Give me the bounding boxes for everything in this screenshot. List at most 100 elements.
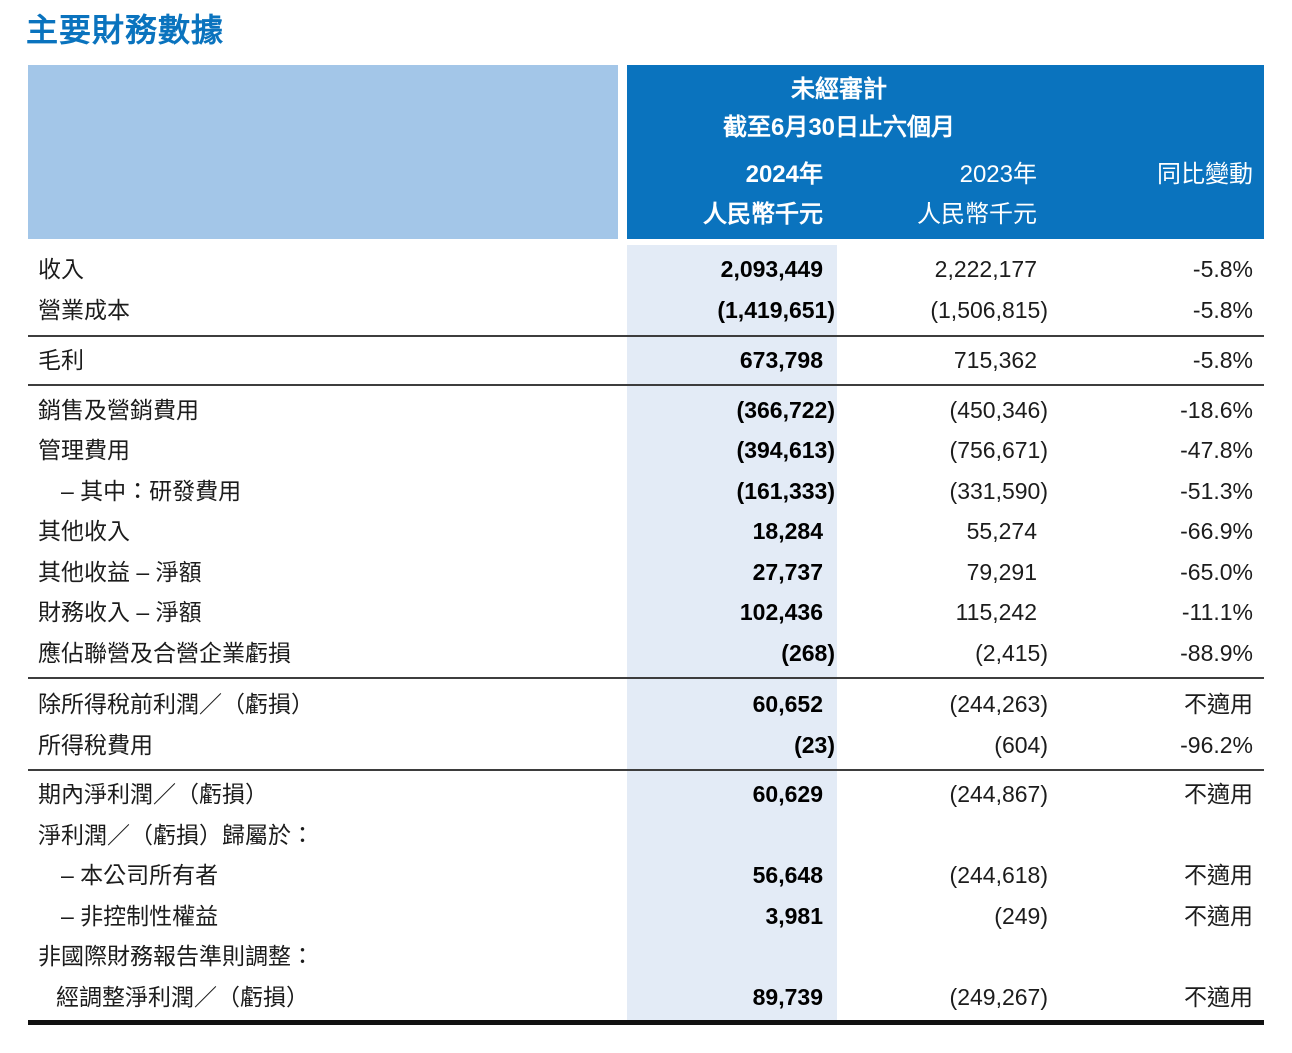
value-2023: (331,590) bbox=[949, 477, 1048, 504]
table-row: 毛利 673,798 715,362 -5.8% bbox=[28, 340, 1264, 381]
value-2023: 55,274 bbox=[966, 518, 1037, 545]
row-label: 淨利潤／（虧損）歸屬於： bbox=[38, 821, 314, 848]
value-change: 不適用 bbox=[1184, 781, 1253, 808]
row-label: 收入 bbox=[38, 256, 84, 283]
value-change: 不適用 bbox=[1184, 902, 1253, 929]
header-unit-2023: 人民幣千元 bbox=[917, 201, 1037, 228]
value-2024: 102,436 bbox=[739, 599, 823, 626]
header-unaudited-label: 未經審計 bbox=[791, 76, 887, 103]
value-2024: 18,284 bbox=[752, 518, 823, 545]
table-row: 管理費用 (394,613) (756,671) -47.8% bbox=[28, 430, 1264, 471]
value-2024: (1,419,651) bbox=[717, 296, 835, 323]
value-2024: 60,652 bbox=[752, 691, 823, 718]
value-2024: 2,093,449 bbox=[720, 256, 823, 283]
value-2023: (2,415) bbox=[975, 639, 1048, 666]
header-year-row: 2024年 2023年 同比變動 bbox=[627, 161, 1264, 189]
table-row: 銷售及營銷費用 (366,722) (450,346) -18.6% bbox=[28, 390, 1264, 431]
value-2024: (394,613) bbox=[736, 437, 835, 464]
row-label: 管理費用 bbox=[38, 437, 130, 464]
value-2023: 79,291 bbox=[966, 558, 1037, 585]
table-row: 財務收入 – 淨額 102,436 115,242 -11.1% bbox=[28, 592, 1264, 633]
header-year-2023: 2023年 bbox=[959, 161, 1037, 188]
value-change: -88.9% bbox=[1180, 639, 1253, 666]
header-year-2024: 2024年 bbox=[745, 161, 823, 188]
row-label: 期內淨利潤／（虧損） bbox=[38, 781, 268, 808]
table-row: 其他收入 18,284 55,274 -66.9% bbox=[28, 511, 1264, 552]
table-header-spacer-block bbox=[28, 65, 618, 239]
table-section-pretax: 除所得稅前利潤／（虧損） 60,652 (244,263) 不適用 所得稅費用 … bbox=[28, 679, 1264, 771]
value-2023: 715,362 bbox=[953, 347, 1037, 374]
row-label: 除所得稅前利潤／（虧損） bbox=[38, 691, 314, 718]
header-unit-2024: 人民幣千元 bbox=[703, 201, 823, 228]
value-change: 不適用 bbox=[1184, 983, 1253, 1010]
value-2023: 115,242 bbox=[955, 599, 1037, 626]
value-2023: (244,263) bbox=[949, 691, 1048, 718]
row-label: – 本公司所有者 bbox=[61, 862, 219, 889]
row-label: 經調整淨利潤／（虧損） bbox=[56, 983, 309, 1010]
table-row: 收入 2,093,449 2,222,177 -5.8% bbox=[28, 249, 1264, 290]
value-change: 不適用 bbox=[1184, 691, 1253, 718]
row-label: 非國際財務報告準則調整： bbox=[38, 943, 314, 970]
table-row: – 其中：研發費用 (161,333) (331,590) -51.3% bbox=[28, 471, 1264, 512]
value-change: -11.1% bbox=[1181, 599, 1253, 626]
row-label: – 非控制性權益 bbox=[61, 902, 219, 929]
value-2024: (268) bbox=[781, 639, 835, 666]
value-2023: (1,506,815) bbox=[930, 296, 1048, 323]
value-2024: (366,722) bbox=[736, 396, 835, 423]
row-label: 財務收入 – 淨額 bbox=[38, 599, 202, 626]
value-2024: (23) bbox=[794, 731, 835, 758]
value-2023: (244,618) bbox=[949, 862, 1048, 889]
header-unit-change bbox=[1049, 201, 1264, 229]
value-2023: (249,267) bbox=[949, 983, 1048, 1010]
financial-table-body: 收入 2,093,449 2,222,177 -5.8% 營業成本 (1,419… bbox=[28, 245, 1264, 1025]
table-section-revenue: 收入 2,093,449 2,222,177 -5.8% 營業成本 (1,419… bbox=[28, 245, 1264, 337]
header-change-label: 同比變動 bbox=[1157, 161, 1253, 188]
value-2024: 56,648 bbox=[752, 862, 823, 889]
value-2024: 89,739 bbox=[752, 983, 823, 1010]
value-2023: (450,346) bbox=[949, 396, 1048, 423]
value-2024: 27,737 bbox=[752, 558, 823, 585]
value-change: -18.6% bbox=[1180, 396, 1253, 423]
value-2024: 3,981 bbox=[765, 902, 823, 929]
value-2023: (604) bbox=[994, 731, 1048, 758]
value-2023: (756,671) bbox=[949, 437, 1048, 464]
table-header-block: 未經審計 截至6月30日止六個月 2024年 2023年 同比變動 人民幣千元 … bbox=[627, 65, 1264, 239]
value-2024: 673,798 bbox=[739, 347, 823, 374]
row-label: 所得稅費用 bbox=[38, 731, 153, 758]
value-change: -47.8% bbox=[1180, 437, 1253, 464]
table-row: 其他收益 – 淨額 27,737 79,291 -65.0% bbox=[28, 552, 1264, 593]
column-2024-highlight-band bbox=[627, 245, 837, 1023]
value-change: -65.0% bbox=[1180, 558, 1253, 585]
table-section-net-profit: 期內淨利潤／（虧損） 60,629 (244,867) 不適用 淨利潤／（虧損）… bbox=[28, 771, 1264, 1025]
value-change: -51.3% bbox=[1180, 477, 1253, 504]
table-row: 期內淨利潤／（虧損） 60,629 (244,867) 不適用 bbox=[28, 774, 1264, 815]
table-row: – 本公司所有者 56,648 (244,618) 不適用 bbox=[28, 855, 1264, 896]
row-label: 營業成本 bbox=[38, 296, 130, 323]
value-2024: 60,629 bbox=[752, 781, 823, 808]
header-period-label: 截至6月30日止六個月 bbox=[722, 114, 956, 141]
row-label: 應佔聯營及合營企業虧損 bbox=[38, 639, 291, 666]
header-unit-row: 人民幣千元 人民幣千元 bbox=[627, 201, 1264, 229]
table-row: 除所得稅前利潤／（虧損） 60,652 (244,263) 不適用 bbox=[28, 684, 1264, 725]
table-section-expenses: 銷售及營銷費用 (366,722) (450,346) -18.6% 管理費用 … bbox=[28, 386, 1264, 679]
table-row: 所得稅費用 (23) (604) -96.2% bbox=[28, 725, 1264, 766]
table-row: 淨利潤／（虧損）歸屬於： bbox=[28, 815, 1264, 856]
table-row: 非國際財務報告準則調整： bbox=[28, 936, 1264, 977]
row-label: 其他收入 bbox=[38, 518, 130, 545]
value-change: -96.2% bbox=[1180, 731, 1253, 758]
value-change: -5.8% bbox=[1192, 296, 1253, 323]
row-label: 其他收益 – 淨額 bbox=[38, 558, 202, 585]
value-change: -5.8% bbox=[1192, 347, 1253, 374]
value-change: 不適用 bbox=[1184, 862, 1253, 889]
row-label: – 其中：研發費用 bbox=[61, 477, 242, 504]
table-row: 經調整淨利潤／（虧損） 89,739 (249,267) 不適用 bbox=[28, 977, 1264, 1018]
row-label: 毛利 bbox=[38, 347, 84, 374]
row-label: 銷售及營銷費用 bbox=[38, 396, 199, 423]
table-section-gross-profit: 毛利 673,798 715,362 -5.8% bbox=[28, 337, 1264, 386]
table-row: 營業成本 (1,419,651) (1,506,815) -5.8% bbox=[28, 290, 1264, 331]
table-row: – 非控制性權益 3,981 (249) 不適用 bbox=[28, 896, 1264, 937]
value-2023: (249) bbox=[994, 902, 1048, 929]
value-2023: (244,867) bbox=[949, 781, 1048, 808]
value-change: -5.8% bbox=[1192, 256, 1253, 283]
